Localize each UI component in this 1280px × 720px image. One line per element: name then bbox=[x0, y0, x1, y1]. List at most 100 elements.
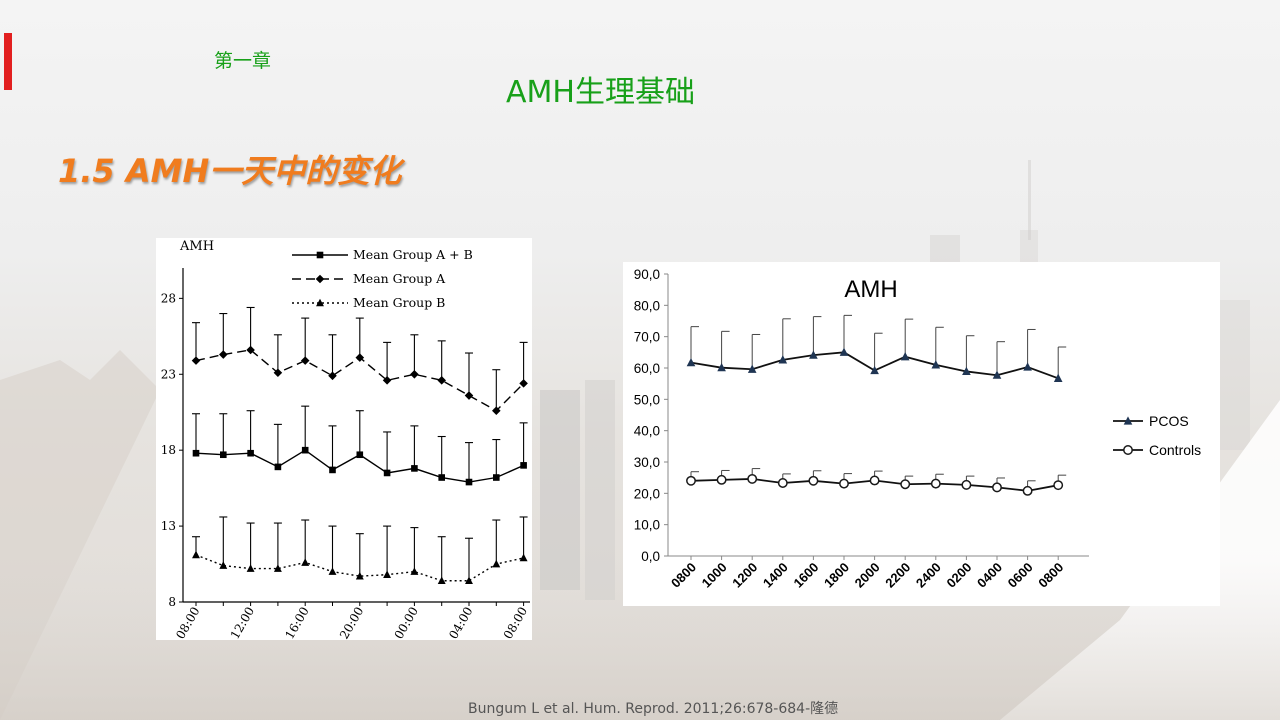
series-triangle bbox=[192, 516, 528, 585]
legend-label: Mean Group B bbox=[353, 295, 445, 310]
data-point bbox=[809, 350, 818, 359]
series-square bbox=[192, 405, 528, 486]
y-tick-label: 70,0 bbox=[634, 330, 660, 345]
x-tick-label: 1000 bbox=[699, 560, 730, 591]
y-tick-label: 8 bbox=[168, 595, 176, 609]
data-point bbox=[274, 463, 282, 471]
data-point bbox=[247, 449, 254, 457]
data-point bbox=[686, 357, 696, 367]
data-point bbox=[930, 478, 941, 489]
data-point bbox=[778, 355, 788, 364]
data-point bbox=[686, 475, 696, 486]
x-tick-label: 2400 bbox=[913, 560, 944, 591]
data-point bbox=[191, 356, 201, 365]
data-point bbox=[961, 479, 972, 490]
x-tick-label: 00:00 bbox=[392, 605, 421, 641]
section-title: 1.5 AMH一天中的变化 bbox=[58, 152, 402, 190]
legend-label: Mean Group A bbox=[353, 271, 446, 286]
data-point bbox=[1053, 480, 1064, 491]
slide-title: AMH生理基础 bbox=[506, 75, 695, 110]
data-point bbox=[192, 550, 200, 559]
y-tick-label: 13 bbox=[161, 519, 176, 533]
x-tick-label: 0200 bbox=[943, 560, 974, 591]
data-point bbox=[493, 474, 500, 481]
data-point bbox=[1022, 485, 1033, 496]
data-point bbox=[383, 570, 392, 578]
data-point bbox=[808, 475, 819, 486]
data-point bbox=[410, 369, 419, 379]
legend-swatch-marker bbox=[316, 298, 324, 307]
y-tick-label: 0,0 bbox=[641, 549, 660, 564]
x-tick-label: 0600 bbox=[1005, 560, 1036, 591]
x-tick-label: 08:00 bbox=[173, 605, 202, 641]
data-point bbox=[328, 567, 337, 575]
data-point bbox=[382, 376, 392, 385]
series-diamond bbox=[191, 306, 528, 415]
y-tick-label: 40,0 bbox=[634, 424, 660, 439]
data-point bbox=[492, 559, 501, 568]
data-point bbox=[519, 379, 528, 388]
x-tick-label: 0400 bbox=[974, 560, 1005, 591]
legend-swatch-marker bbox=[1123, 416, 1133, 425]
data-point bbox=[355, 571, 364, 580]
x-tick-label: 1800 bbox=[821, 560, 852, 591]
data-point bbox=[437, 376, 446, 385]
data-point bbox=[328, 371, 337, 381]
data-point bbox=[465, 576, 473, 585]
y-tick-label: 10,0 bbox=[634, 518, 660, 533]
legend-label: Controls bbox=[1149, 442, 1201, 458]
data-point bbox=[777, 478, 788, 488]
x-tick-label: 08:00 bbox=[501, 605, 530, 641]
y-tick-label: 28 bbox=[161, 291, 176, 305]
legend-label: PCOS bbox=[1149, 413, 1189, 429]
x-tick-label: 2000 bbox=[852, 560, 883, 591]
data-point bbox=[519, 553, 528, 562]
data-point bbox=[900, 479, 911, 490]
y-tick-label: 90,0 bbox=[634, 267, 660, 282]
y-tick-label: 18 bbox=[161, 443, 176, 457]
data-point bbox=[747, 473, 758, 484]
data-point bbox=[437, 576, 446, 585]
x-tick-label: 16:00 bbox=[282, 605, 311, 641]
x-tick-label: 12:00 bbox=[228, 605, 257, 641]
x-tick-label: 1400 bbox=[760, 560, 791, 591]
accent-bar bbox=[4, 33, 12, 90]
amh-group-chart: AMH 8 13 18 23 28 08:00 12:00 16:00 20:00 00:00 04:… bbox=[156, 238, 532, 641]
data-point bbox=[1023, 362, 1032, 371]
data-point bbox=[355, 353, 365, 362]
data-point bbox=[839, 347, 849, 356]
data-point bbox=[1053, 373, 1063, 382]
data-point bbox=[438, 474, 445, 481]
data-point bbox=[329, 466, 336, 474]
x-tick-label: 2200 bbox=[882, 560, 913, 591]
y-tick-label: 23 bbox=[161, 367, 176, 381]
data-point bbox=[870, 365, 879, 375]
data-point bbox=[411, 465, 418, 472]
data-point bbox=[900, 352, 910, 361]
data-point bbox=[492, 406, 501, 415]
x-tick-label: 0800 bbox=[1035, 560, 1066, 591]
legend-swatch-marker bbox=[315, 274, 325, 284]
data-point bbox=[520, 462, 527, 469]
x-tick-label: 1200 bbox=[729, 560, 760, 591]
legend-swatch-marker bbox=[1123, 445, 1133, 455]
x-tick-label: 0800 bbox=[668, 560, 699, 591]
data-point bbox=[410, 567, 419, 575]
y-tick-label: 80,0 bbox=[634, 298, 660, 313]
x-tick-label: 04:00 bbox=[446, 605, 475, 641]
legend-swatch-marker bbox=[316, 251, 324, 259]
chart-title: AMH bbox=[844, 276, 897, 303]
y-tick-label: 30,0 bbox=[634, 455, 660, 470]
data-point bbox=[839, 478, 849, 489]
data-point bbox=[300, 356, 310, 365]
data-point bbox=[747, 364, 757, 373]
legend: Mean Group A + B Mean Group A Mean Group B bbox=[292, 247, 473, 310]
amh-pcos-chart: AMH 0,0 10,0 20,0 30,0 40,0 50,0 60,0 70,0 80,0 90… bbox=[623, 262, 1220, 606]
series-controls bbox=[686, 468, 1067, 496]
y-axis-label: AMH bbox=[179, 239, 214, 254]
data-point bbox=[246, 564, 255, 572]
data-point bbox=[716, 474, 727, 485]
data-point bbox=[219, 350, 228, 359]
data-point bbox=[383, 469, 391, 477]
y-tick-label: 50,0 bbox=[634, 392, 660, 407]
